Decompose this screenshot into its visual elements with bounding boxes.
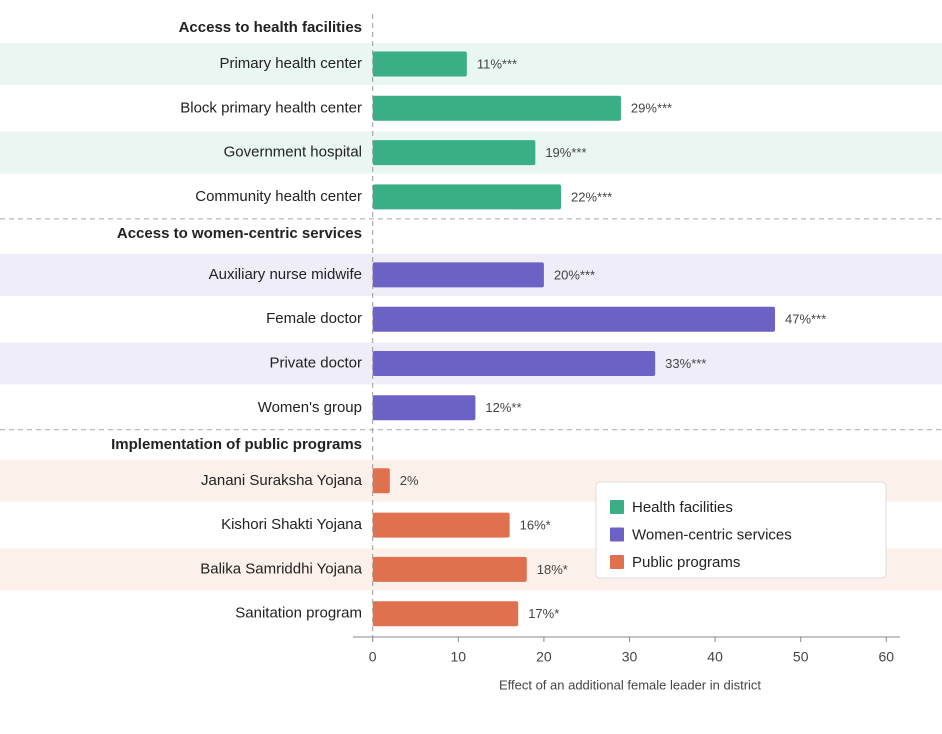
- value-label: 11%***: [477, 56, 517, 71]
- legend-label: Women-centric services: [632, 526, 792, 543]
- legend: Health facilities Women-centric services P…: [595, 481, 887, 579]
- x-tick-label: 40: [707, 649, 723, 665]
- value-label: 33%***: [665, 356, 706, 371]
- category-label: Government hospital: [224, 144, 362, 161]
- value-label: 20%***: [554, 267, 595, 282]
- legend-label: Public programs: [632, 554, 740, 571]
- value-label: 12%**: [485, 400, 521, 415]
- category-label: Balika Samriddhi Yojana: [200, 560, 362, 577]
- value-label: 2%: [400, 473, 419, 488]
- category-label: Women's group: [258, 399, 362, 416]
- row-band: [0, 43, 942, 85]
- category-label: Female doctor: [266, 310, 362, 327]
- category-label: Auxiliary nurse midwife: [209, 266, 362, 283]
- x-axis-label: Effect of an additional female leader in…: [499, 677, 761, 692]
- bar: [372, 468, 390, 494]
- bar: [372, 184, 562, 210]
- bar: [372, 140, 536, 166]
- category-label: Janani Suraksha Yojana: [201, 472, 363, 489]
- x-tick-label: 50: [793, 649, 809, 665]
- value-label: 19%***: [545, 145, 586, 160]
- x-tick-label: 60: [879, 649, 895, 665]
- bar: [372, 95, 621, 121]
- category-label: Kishori Shakti Yojana: [221, 516, 363, 533]
- bar: [372, 512, 510, 538]
- category-label: Private doctor: [269, 354, 362, 371]
- value-label: 47%***: [785, 312, 826, 327]
- bar: [372, 51, 467, 77]
- legend-label: Health facilities: [632, 499, 733, 516]
- legend-swatch: [610, 500, 624, 514]
- bar: [372, 262, 544, 288]
- category-label: Primary health center: [219, 55, 362, 72]
- x-tick-label: 20: [536, 649, 552, 665]
- value-label: 16%*: [520, 518, 551, 533]
- bar: [372, 395, 476, 421]
- value-label: 22%***: [571, 189, 612, 204]
- bar: [372, 351, 656, 376]
- value-label: 29%***: [631, 101, 672, 116]
- x-tick-label: 30: [622, 649, 638, 665]
- legend-swatch: [610, 527, 624, 542]
- bar: [372, 556, 527, 582]
- legend-swatch: [610, 555, 624, 569]
- group-title: Access to health facilities: [179, 19, 362, 36]
- x-tick-label: 0: [369, 649, 377, 665]
- group-title: Implementation of public programs: [111, 436, 362, 453]
- category-label: Community health center: [195, 188, 362, 205]
- x-tick-label: 10: [451, 649, 467, 665]
- value-label: 18%*: [537, 562, 568, 577]
- bar: [372, 306, 776, 332]
- category-label: Sanitation program: [235, 605, 362, 622]
- bar: [372, 601, 519, 627]
- category-label: Block primary health center: [180, 99, 362, 116]
- rows: Access to health facilities Primary healt…: [111, 19, 826, 627]
- group-title: Access to women-centric services: [117, 225, 362, 242]
- value-label: 17%*: [528, 606, 559, 621]
- legend-box: [595, 481, 887, 579]
